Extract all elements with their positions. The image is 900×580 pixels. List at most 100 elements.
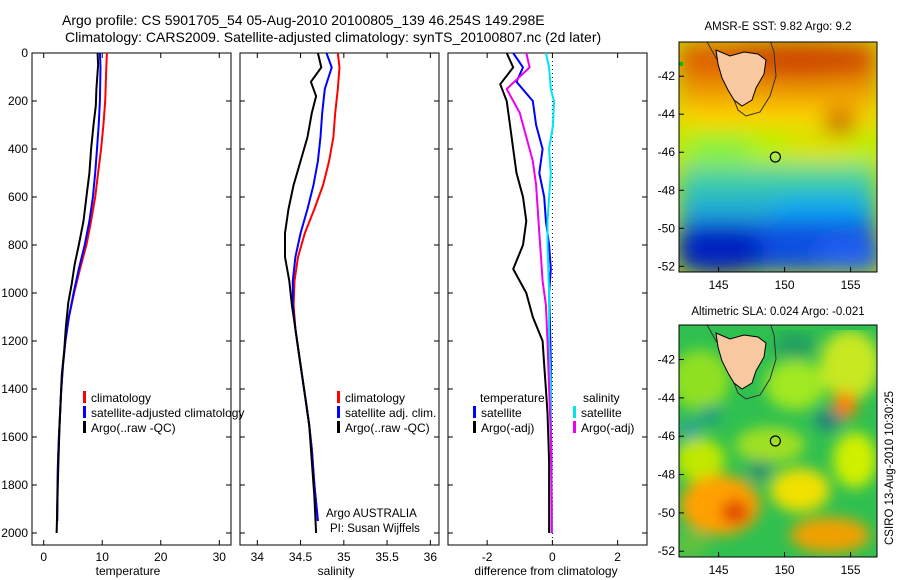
x-tick-label: 150 bbox=[775, 563, 795, 577]
x-tick-label: 30 bbox=[213, 550, 227, 564]
x-tick-label: 145 bbox=[709, 563, 729, 577]
y-tick-label: -48 bbox=[658, 468, 676, 482]
x-tick-label: 34.5 bbox=[289, 550, 313, 564]
sla-map-title: Altimetric SLA: 0.024 Argo: -0.021 bbox=[691, 306, 864, 318]
salinity-series bbox=[284, 52, 341, 534]
legend-label-climatology: climatology bbox=[91, 391, 151, 405]
y-tick-label: 1200 bbox=[1, 334, 28, 348]
salinity-ticks: 34 34.5 35 35.5 36 bbox=[240, 52, 439, 564]
sla-map-panel: Altimetric SLA: 0.024 Argo: -0.021 bbox=[658, 306, 878, 577]
x-tick-label: 0 bbox=[549, 550, 556, 564]
x-tick-label: 36 bbox=[424, 550, 438, 564]
y-tick-label: 1800 bbox=[1, 478, 28, 492]
difference-series bbox=[499, 52, 555, 534]
legend-swatch-temperature-argo bbox=[473, 421, 476, 433]
legend-swatch-satellite-adjusted bbox=[83, 406, 86, 418]
difference-ticks: -2 0 2 bbox=[448, 52, 647, 564]
x-tick-label: 35 bbox=[337, 550, 351, 564]
figure-title-line2: Climatology: CARS2009. Satellite-adjuste… bbox=[65, 29, 601, 45]
y-tick-label: 200 bbox=[8, 94, 28, 108]
tasmania-land bbox=[715, 332, 767, 390]
sst-map-title: AMSR-E SST: 9.82 Argo: 9.2 bbox=[704, 21, 851, 33]
legend-label-temperature-satellite: satellite bbox=[481, 406, 522, 420]
y-tick-label: 400 bbox=[8, 142, 28, 156]
mainland-patch bbox=[679, 62, 683, 66]
salinity-panel: 34 34.5 35 35.5 36 salinity climatology sate… bbox=[239, 52, 440, 578]
legend-swatch-climatology bbox=[83, 391, 86, 403]
legend-header-temperature: temperature bbox=[480, 391, 545, 405]
x-tick-label: 10 bbox=[96, 550, 110, 564]
sst-map-ticks: 145 150 155 -42 -44 -46 -48 -50 -52 bbox=[658, 69, 861, 292]
series-line-satelliteadjclim bbox=[291, 52, 333, 522]
legend-label-salinity-satellite: satellite bbox=[581, 406, 622, 420]
series-line-argorawqc bbox=[55, 52, 100, 534]
y-tick-label: -44 bbox=[658, 391, 676, 405]
legend-label-temperature-argo: Argo(-adj) bbox=[481, 421, 534, 435]
y-tick-label: 0 bbox=[21, 46, 28, 60]
x-tick-label: 34 bbox=[251, 550, 265, 564]
difference-xlabel: difference from climatology bbox=[474, 564, 617, 578]
legend-label-argo: Argo(..raw -QC) bbox=[91, 421, 176, 435]
series-line-satellite bbox=[512, 52, 553, 533]
series-line-argoadj bbox=[499, 52, 551, 533]
difference-legend: temperature salinity satellite Argo(-adj… bbox=[473, 391, 634, 435]
temperature-panel: 0 10 20 30 0 200 400 600 800 1000 1200 1400 1600 1800… bbox=[1, 46, 244, 578]
temperature-ticks: 0 10 20 30 0 200 400 600 800 1000 1200 1400 1600 1800… bbox=[1, 46, 231, 564]
legend-label-satellite-adjusted: satellite adj. clim. bbox=[345, 406, 436, 420]
x-tick-label: 150 bbox=[775, 278, 795, 292]
difference-panel: -2 0 2 difference from climatology tempera… bbox=[447, 52, 648, 578]
series-line-argoadj bbox=[505, 52, 553, 534]
legend-header-salinity: salinity bbox=[583, 391, 620, 405]
y-tick-label: 1000 bbox=[1, 286, 28, 300]
sla-map-field bbox=[679, 325, 877, 557]
x-tick-label: 155 bbox=[841, 563, 861, 577]
x-tick-label: 35.5 bbox=[375, 550, 399, 564]
legend-swatch-salinity-argo bbox=[573, 421, 576, 433]
legend-swatch-satellite-adjusted bbox=[337, 406, 340, 418]
legend-swatch-temperature-satellite bbox=[473, 406, 476, 418]
legend-label-satellite-adjusted: satellite-adjusted climatology bbox=[91, 406, 244, 420]
x-tick-label: 2 bbox=[614, 550, 621, 564]
y-tick-label: -42 bbox=[658, 353, 676, 367]
figure-title-line1: Argo profile: CS 5901705_54 05-Aug-2010 … bbox=[62, 12, 545, 28]
legend-swatch-salinity-satellite bbox=[573, 406, 576, 418]
series-line-argorawqc bbox=[284, 52, 323, 534]
x-tick-label: -2 bbox=[482, 550, 493, 564]
salinity-xlabel: salinity bbox=[318, 564, 355, 578]
y-tick-label: -46 bbox=[658, 145, 676, 159]
argo-institution-annotation: Argo AUSTRALIA bbox=[326, 508, 417, 520]
x-tick-label: 20 bbox=[154, 550, 168, 564]
y-tick-label: -42 bbox=[658, 69, 676, 83]
legend-swatch-argo bbox=[337, 421, 340, 433]
y-tick-label: 800 bbox=[8, 238, 28, 252]
y-tick-label: -46 bbox=[658, 429, 676, 443]
legend-swatch-argo bbox=[83, 421, 86, 433]
sst-map-field bbox=[679, 42, 877, 272]
y-tick-label: -44 bbox=[658, 107, 676, 121]
y-tick-label: -48 bbox=[658, 183, 676, 197]
sla-map-ticks: 145 150 155 -42 -44 -46 -48 -50 -52 bbox=[658, 353, 861, 577]
legend-swatch-climatology bbox=[337, 391, 340, 403]
legend-label-salinity-argo: Argo(-adj) bbox=[581, 421, 634, 435]
legend-label-argo: Argo(..raw -QC) bbox=[345, 421, 430, 435]
y-tick-label: -52 bbox=[658, 544, 676, 558]
series-line-climatology bbox=[292, 52, 341, 522]
argo-location-marker bbox=[769, 151, 781, 163]
y-tick-label: 2000 bbox=[1, 526, 28, 540]
y-tick-label: -50 bbox=[658, 221, 676, 235]
y-tick-label: -50 bbox=[658, 506, 676, 520]
x-tick-label: 145 bbox=[709, 278, 729, 292]
y-tick-label: 1600 bbox=[1, 430, 28, 444]
y-tick-label: 1400 bbox=[1, 382, 28, 396]
credit-label: CSIRO 13-Aug-2010 10:30:25 bbox=[884, 391, 896, 545]
argo-pi-annotation: PI: Susan Wijffels bbox=[330, 523, 420, 535]
y-tick-label: -52 bbox=[658, 259, 676, 273]
argo-location-marker bbox=[769, 435, 781, 447]
temperature-legend: climatology satellite-adjusted climatolo… bbox=[83, 391, 244, 435]
tasmania-land bbox=[715, 49, 767, 107]
legend-label-climatology: climatology bbox=[345, 391, 405, 405]
sst-map-panel: AMSR-E SST: 9.82 Argo: 9.2 bbox=[658, 21, 878, 292]
x-tick-label: 155 bbox=[841, 278, 861, 292]
temperature-series bbox=[55, 52, 108, 534]
